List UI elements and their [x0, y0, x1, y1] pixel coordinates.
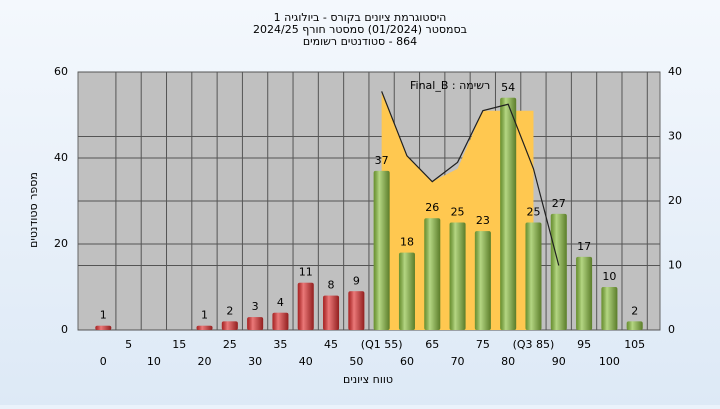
x-tick-label: 50 — [349, 355, 363, 368]
x-tick-label: 10 — [147, 355, 161, 368]
x-tick-label: 60 — [400, 355, 414, 368]
data-label: 18 — [400, 236, 414, 249]
x-tick-label: 100 — [599, 355, 620, 368]
data-label: 54 — [501, 81, 515, 94]
title-line: בסמסטר (01/2024) סמסטר חורף 2024/25 — [253, 23, 467, 36]
x-tick-label: 30 — [248, 355, 262, 368]
y-tick-label: 60 — [54, 65, 68, 78]
data-label: 1 — [201, 309, 208, 322]
x-tick-label: 80 — [501, 355, 515, 368]
x-tick-label: 95 — [577, 338, 591, 351]
x-tick-label: 65 — [425, 338, 439, 351]
bar-shade — [348, 291, 365, 330]
bar-shade — [247, 317, 264, 330]
y2-tick-label: 0 — [668, 323, 675, 336]
bar-shade — [297, 282, 314, 330]
x-tick-label: (Q3 85) — [513, 338, 555, 351]
y2-tick-label: 30 — [668, 130, 682, 143]
bar-shade — [550, 213, 567, 330]
bar-shade — [474, 231, 491, 330]
data-label: 25 — [451, 206, 465, 219]
bar-shade — [525, 222, 542, 330]
bar-shade — [272, 312, 289, 330]
data-label: 10 — [602, 270, 616, 283]
data-label: 37 — [375, 154, 389, 167]
y-tick-label: 0 — [61, 323, 68, 336]
x-tick-label: 40 — [299, 355, 313, 368]
bar-shade — [449, 222, 466, 330]
data-label: 8 — [328, 279, 335, 292]
x-tick-label: 105 — [624, 338, 645, 351]
bar-shade — [576, 256, 593, 330]
y-tick-label: 20 — [54, 237, 68, 250]
data-label: 9 — [353, 274, 360, 287]
data-label: 1 — [100, 309, 107, 322]
data-label: 4 — [277, 296, 284, 309]
bar-shade — [398, 252, 415, 330]
bar-shade — [601, 287, 618, 330]
x-tick-label: 25 — [223, 338, 237, 351]
data-label: 27 — [552, 197, 566, 210]
data-label: 23 — [476, 214, 490, 227]
bar-shade — [424, 218, 441, 330]
data-label: 26 — [425, 201, 439, 214]
y-tick-label: 40 — [54, 151, 68, 164]
y2-tick-label: 10 — [668, 259, 682, 272]
bar-shade — [196, 325, 213, 330]
x-tick-label: 45 — [324, 338, 338, 351]
data-label: 2 — [631, 304, 638, 317]
annotation: רשימה : Final_B — [410, 79, 490, 92]
bar-shade — [221, 321, 238, 330]
x-tick-label: 75 — [476, 338, 490, 351]
x-tick-label: 90 — [552, 355, 566, 368]
bar-shade — [95, 325, 112, 330]
data-label: 17 — [577, 240, 591, 253]
area — [381, 91, 534, 330]
title-line: היסטוגרמת ציונים בקורס - ביולוגיה 1 — [274, 11, 447, 24]
bar-shade — [626, 321, 643, 330]
title-line: 864 - סטודנטים רשומים — [303, 35, 417, 48]
x-tick-label: 35 — [273, 338, 287, 351]
x-tick-label: 0 — [100, 355, 107, 368]
y2-tick-label: 40 — [668, 65, 682, 78]
data-label: 3 — [252, 300, 259, 313]
bar-shade — [373, 170, 390, 330]
data-label: 11 — [299, 266, 313, 279]
x-tick-label: 70 — [451, 355, 465, 368]
x-tick-label: (Q1 55) — [361, 338, 403, 351]
bar-shade — [500, 97, 517, 330]
x-tick-label: 20 — [198, 355, 212, 368]
x-tick-label: 5 — [125, 338, 132, 351]
line — [381, 91, 560, 266]
data-label: 2 — [226, 304, 233, 317]
data-label: 25 — [526, 206, 540, 219]
y2-tick-label: 20 — [668, 194, 682, 207]
x-tick-label: 15 — [172, 338, 186, 351]
bar-shade — [323, 295, 340, 330]
y-axis-label: מספר סטודנטים — [27, 172, 40, 248]
x-axis-label: טווח ציונים — [343, 373, 393, 386]
